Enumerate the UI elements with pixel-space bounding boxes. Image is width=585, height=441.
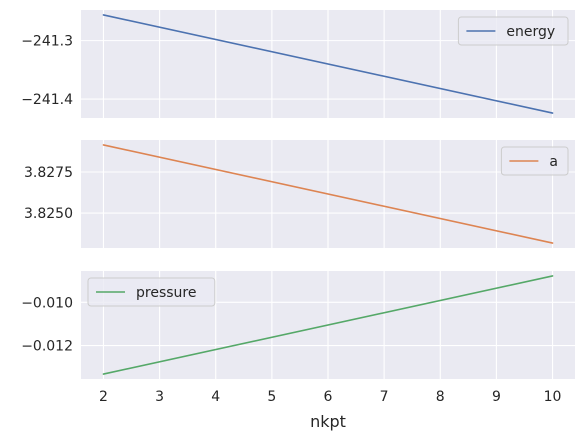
- x-axis-label: nkpt: [310, 412, 346, 431]
- x-tick-label: 9: [492, 389, 501, 405]
- legend-box: [87, 277, 216, 307]
- legend-label-energy: energy: [506, 24, 555, 40]
- y-tick-label: −0.010: [21, 295, 73, 311]
- subplot-3: −0.012 −0.010 pressure: [21, 271, 575, 379]
- y-tick-label: 3.8275: [24, 165, 73, 181]
- y-tick-label: −241.3: [21, 34, 73, 50]
- series-line-pressure: [102, 275, 554, 375]
- y-tick-label: −241.4: [21, 92, 73, 108]
- legend: a: [500, 146, 569, 176]
- subplot-2: 3.8250 3.8275 a: [24, 140, 575, 248]
- series-line-energy: [102, 14, 554, 114]
- y-tick-label: 3.8250: [24, 206, 73, 222]
- x-tick-label: 8: [436, 389, 445, 405]
- x-tick-labels: 2 3 4 5 6 7 8 9 10: [99, 389, 561, 405]
- legend-label-a: a: [549, 154, 558, 170]
- legend-label-pressure: pressure: [136, 285, 196, 301]
- y-tick-label: −0.012: [21, 339, 73, 355]
- subplot-1: −241.4 −241.3 energy: [21, 10, 575, 118]
- x-tick-label: 4: [211, 389, 220, 405]
- x-tick-label: 6: [324, 389, 333, 405]
- x-tick-label: 3: [155, 389, 164, 405]
- legend: pressure: [87, 277, 216, 307]
- series-line-a: [102, 144, 554, 244]
- subplots: −241.4−241.3energy3.82503.8275a−0.012−0.…: [21, 10, 575, 379]
- legend-box: [457, 16, 569, 46]
- legend: energy: [457, 16, 569, 46]
- x-tick-label: 7: [380, 389, 389, 405]
- x-tick-label: 2: [99, 389, 108, 405]
- x-tick-label: 5: [267, 389, 276, 405]
- x-tick-label: 10: [544, 389, 562, 405]
